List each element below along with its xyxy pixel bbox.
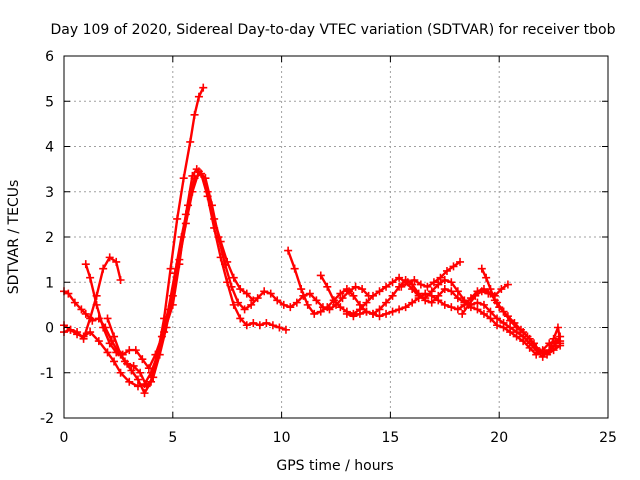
series-track-6 [284,247,564,359]
data-series-layer [60,84,564,397]
data-point-marker [554,324,562,332]
data-point-marker [86,274,94,282]
data-point-marker [291,265,299,273]
data-point-marker [180,174,188,182]
series-track-2 [60,253,125,342]
y-axis: -2 -1 0 1 2 3 4 5 6 [40,49,608,427]
data-point-marker [186,138,194,146]
x-tick-label: 25 [599,430,617,446]
data-point-marker [199,84,207,92]
data-point-marker [173,215,181,223]
data-point-marker [195,93,203,101]
data-point-marker [482,274,490,282]
y-tick-label: -1 [40,366,54,382]
data-point-marker [478,265,486,273]
series-track-5 [104,167,373,390]
x-tick-label: 20 [490,430,508,446]
data-point-marker [82,260,90,268]
sdtvar-chart: Day 109 of 2020, Sidereal Day-to-day VTE… [0,0,640,480]
y-tick-label: 5 [45,94,54,110]
y-tick-label: -2 [40,411,54,427]
data-point-marker [117,276,125,284]
x-tick-label: 10 [273,430,291,446]
x-axis-title: GPS time / hours [276,458,393,474]
data-point-marker [167,265,175,273]
x-tick-label: 0 [60,430,69,446]
data-point-marker [191,111,199,119]
series-line [288,251,560,355]
data-point-marker [104,314,112,322]
x-tick-label: 15 [381,430,399,446]
x-tick-label: 5 [168,430,177,446]
y-tick-label: 4 [45,140,54,156]
y-tick-label: 1 [45,275,54,291]
y-tick-label: 3 [45,185,54,201]
y-tick-label: 2 [45,230,54,246]
data-point-marker [284,247,292,255]
y-axis-title: SDTVAR / TECUs [6,180,22,295]
series-line [108,171,369,386]
y-tick-label: 0 [45,321,54,337]
chart-title: Day 109 of 2020, Sidereal Day-to-day VTE… [50,22,615,38]
y-tick-label: 6 [45,49,54,65]
